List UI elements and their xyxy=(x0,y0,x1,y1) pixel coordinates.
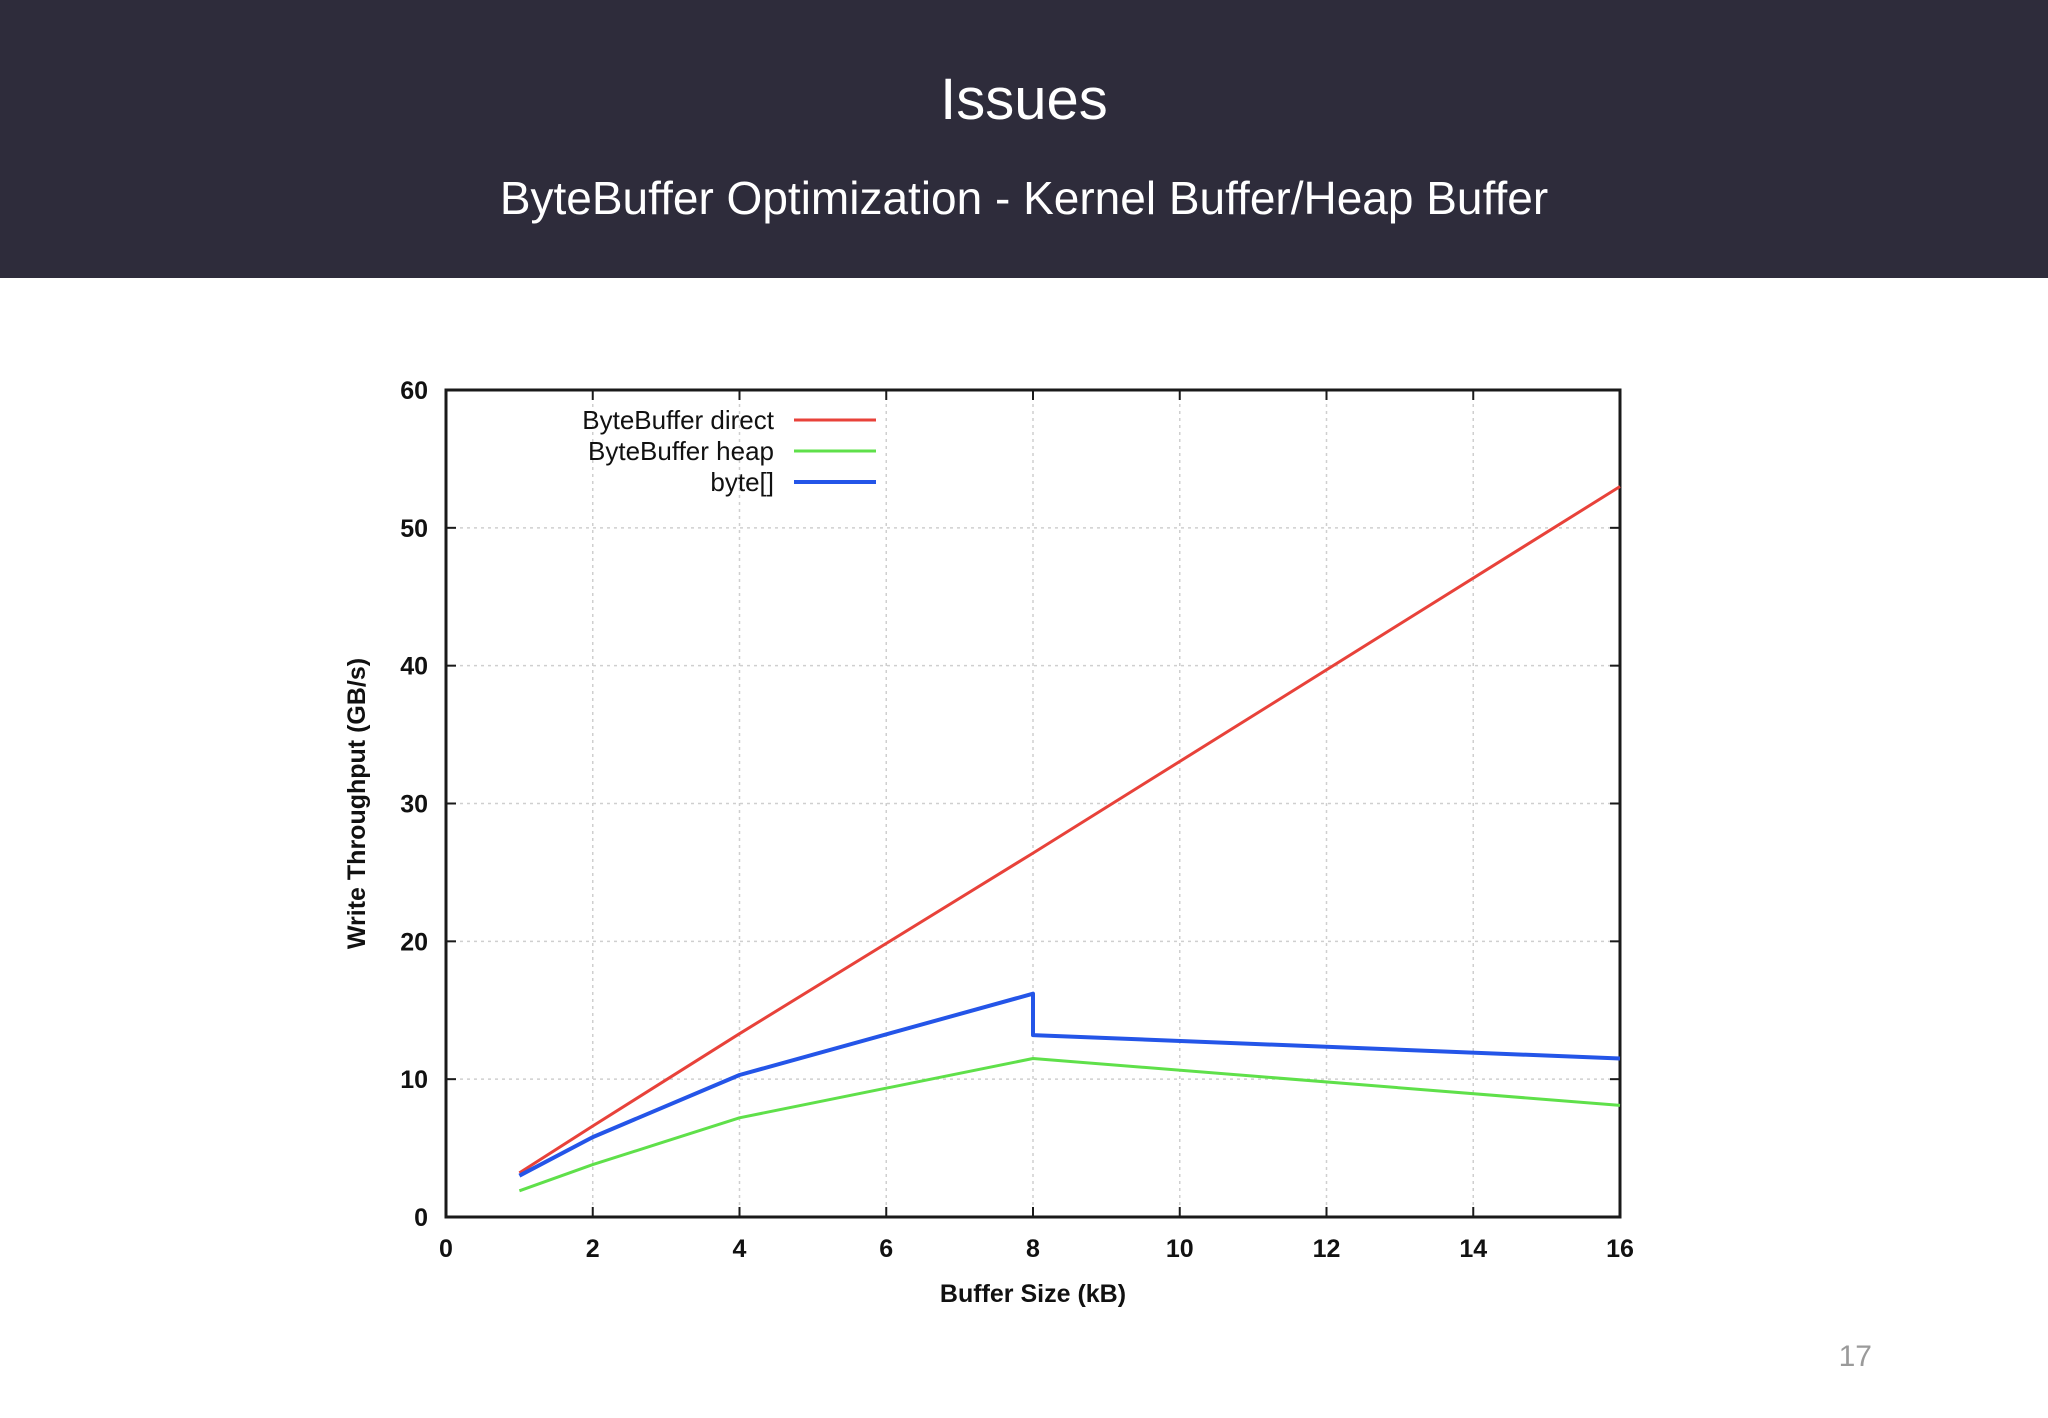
x-tick-label: 6 xyxy=(879,1235,893,1263)
series-line-2 xyxy=(518,991,1621,1178)
x-tick-label: 0 xyxy=(439,1235,453,1263)
axis-ticks: 0 2 4 6 8 10 12 14 16 0 10 20 30 40 50 60 xyxy=(400,377,1634,1263)
series-line-0 xyxy=(518,485,1621,1175)
y-tick-label: 60 xyxy=(400,377,428,405)
slide-header xyxy=(0,0,2048,278)
slide-subtitle: ByteBuffer Optimization - Kernel Buffer/… xyxy=(499,172,1549,224)
legend-label: ByteBuffer heap xyxy=(588,436,774,466)
x-tick-label: 16 xyxy=(1606,1235,1634,1263)
slide-title: Issues xyxy=(940,67,1108,132)
page-number: 17 xyxy=(1838,1340,1872,1373)
x-tick-label: 4 xyxy=(733,1235,747,1263)
y-tick-label: 30 xyxy=(400,791,428,819)
y-tick-label: 40 xyxy=(400,653,428,681)
legend-label: byte[] xyxy=(710,467,774,497)
x-tick-label: 8 xyxy=(1026,1235,1040,1263)
x-tick-label: 2 xyxy=(586,1235,600,1263)
chart-grid xyxy=(446,390,1620,1217)
y-tick-label: 50 xyxy=(400,515,428,543)
series-layer xyxy=(518,485,1621,1193)
y-tick-label: 20 xyxy=(400,928,428,956)
series-line-1 xyxy=(518,1057,1621,1193)
x-tick-label: 14 xyxy=(1459,1235,1487,1263)
y-axis-label: Write Throughput (GB/s) xyxy=(343,658,371,949)
x-tick-label: 10 xyxy=(1166,1235,1194,1263)
x-tick-label: 12 xyxy=(1313,1235,1341,1263)
x-axis-label: Buffer Size (kB) xyxy=(940,1280,1126,1308)
y-tick-label: 0 xyxy=(414,1204,428,1232)
y-tick-label: 10 xyxy=(400,1066,428,1094)
legend-label: ByteBuffer direct xyxy=(582,405,775,435)
